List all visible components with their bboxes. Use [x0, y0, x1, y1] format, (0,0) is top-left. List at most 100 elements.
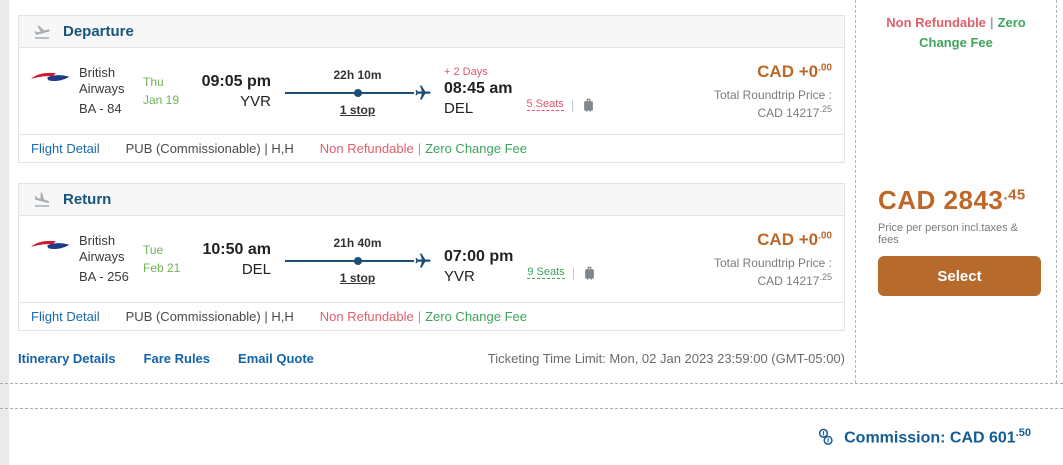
departure-header: Departure: [19, 16, 844, 48]
return-flight-row: British Airways BA - 256 Tue Feb 21 10:5…: [19, 216, 844, 302]
flight-number: BA - 84: [79, 100, 122, 116]
return-date: Tue Feb 21: [143, 241, 199, 277]
total-price-amount: CAD 14217: [757, 106, 820, 120]
quote-actions-row: Itinerary Details Fare Rules Email Quote…: [18, 351, 845, 366]
departure-title: Departure: [63, 23, 134, 40]
fare-info: PUB (Commissionable) | H,H: [125, 309, 294, 324]
refund-info: Non Refundable | Zero Change Fee: [320, 309, 527, 324]
stop-dot-icon: [353, 88, 362, 97]
seats-available[interactable]: 9 Seats: [527, 266, 565, 279]
airline-cell: British Airways BA - 256: [31, 233, 143, 285]
seats-separator: |: [571, 265, 576, 280]
total-price-label: Total Roundtrip Price :: [713, 88, 832, 102]
price-note: Price per person incl.taxes & fees: [878, 222, 1019, 246]
change-fee-label: Zero Change Fee: [425, 141, 527, 156]
commission-decimal: .50: [1015, 426, 1031, 439]
flight-detail-link[interactable]: Flight Detail: [31, 309, 100, 324]
price-adjustment-amount: CAD +0: [757, 230, 819, 249]
arrival-time: 07:00 pm: [444, 247, 514, 265]
stops-link[interactable]: 1 stop: [339, 102, 376, 117]
departure-date-value: Jan 19: [143, 93, 180, 107]
email-quote-link[interactable]: Email Quote: [238, 351, 314, 366]
segment-price-cell: CAD +0.00 Total Roundtrip Price : CAD 14…: [682, 230, 832, 288]
fare-info: PUB (Commissionable) | H,H: [125, 141, 294, 156]
refundability-label: Non Refundable: [319, 309, 414, 324]
seats-available[interactable]: 5 Seats: [526, 98, 564, 111]
price-adjustment: CAD +0.00: [682, 230, 832, 250]
seats-cell: 9 Seats |: [527, 265, 597, 285]
itinerary-details-link[interactable]: Itinerary Details: [18, 351, 116, 366]
arrival-day-offset: + 2 Days: [444, 65, 488, 78]
ticketing-time-limit: Ticketing Time Limit: Mon, 02 Jan 2023 2…: [487, 351, 845, 366]
dashed-divider-bottom: [0, 408, 1063, 409]
price-adjustment-decimal: .00: [818, 230, 832, 242]
refund-separator: |: [989, 15, 994, 30]
panel-refund-info: Non Refundable | Zero Change Fee: [856, 13, 1056, 53]
total-price: CAD 14217.25: [682, 104, 832, 120]
coins-icon: [819, 428, 833, 445]
british-airways-logo-icon: [31, 72, 70, 82]
destination-airport: DEL: [444, 99, 474, 117]
return-header: Return: [19, 184, 844, 216]
departure-card: Departure British Airways BA - 84 Thu Ja…: [18, 15, 845, 163]
segment-price-cell: CAD +0.00 Total Roundtrip Price : CAD 14…: [682, 62, 832, 120]
fare-rules-link[interactable]: Fare Rules: [143, 351, 211, 366]
price-adjustment-amount: CAD +0: [757, 62, 819, 81]
return-day: Tue: [143, 243, 164, 257]
total-price-decimal: .25: [819, 104, 832, 114]
plane-right-icon: [415, 253, 431, 268]
price-panel: Non Refundable | Zero Change Fee CAD 2843.…: [855, 0, 1057, 383]
airline-info: British Airways BA - 84: [79, 65, 139, 117]
duration-label: 22h 10m: [333, 67, 382, 82]
flight-timeline: 22h 10m 1 stop: [285, 66, 431, 117]
commission-bar: Commission: CAD 601.50: [0, 409, 1063, 465]
departure-time: 10:50 am: [202, 240, 272, 258]
refundability-label: Non Refundable: [886, 15, 986, 30]
arrival-wrap: 07:00 pm YVR 9 Seats |: [444, 234, 682, 285]
total-fare-decimal: .45: [1003, 186, 1026, 204]
refund-info: Non Refundable | Zero Change Fee: [320, 141, 527, 156]
arrival-day-offset: [444, 234, 513, 247]
price-adjustment-decimal: .00: [818, 62, 832, 74]
stop-dot-icon: [353, 256, 362, 265]
timeline-line: [285, 91, 414, 94]
seats-separator: |: [570, 97, 575, 112]
departure-day: Thu: [143, 75, 164, 89]
origin-cell: 09:05 pm YVR: [199, 73, 271, 110]
left-gutter: [0, 0, 9, 465]
arrival-time: 08:45 am: [444, 79, 513, 97]
select-button[interactable]: Select: [878, 256, 1041, 296]
timeline-track: [285, 253, 431, 269]
refund-separator: |: [417, 141, 422, 156]
flight-detail-link[interactable]: Flight Detail: [31, 141, 100, 156]
destination-airport: YVR: [444, 267, 475, 285]
price-adjustment: CAD +0.00: [682, 62, 832, 82]
change-fee-label: Zero Change Fee: [425, 309, 527, 324]
return-card: Return British Airways BA - 256 Tue Feb …: [18, 183, 845, 331]
destination-cell: 07:00 pm YVR: [444, 234, 513, 285]
return-fare-footer: Flight Detail PUB (Commissionable) | H,H…: [19, 302, 844, 330]
british-airways-logo-icon: [31, 240, 70, 250]
flight-landing-icon: [34, 192, 50, 207]
flight-quote-main: Departure British Airways BA - 84 Thu Ja…: [18, 15, 845, 366]
destination-cell: + 2 Days 08:45 am DEL: [444, 66, 513, 117]
total-fare: CAD 2843.45: [878, 185, 1040, 216]
flight-timeline: 21h 40m 1 stop: [285, 234, 431, 285]
luggage-icon[interactable]: [582, 265, 597, 281]
change-fee-label: Zero Change Fee: [919, 15, 1026, 51]
arrival-wrap: + 2 Days 08:45 am DEL 5 Seats |: [444, 66, 682, 117]
origin-airport: DEL: [241, 260, 271, 278]
airline-info: British Airways BA - 256: [79, 233, 139, 285]
flight-number: BA - 256: [79, 268, 129, 284]
dashed-divider-top: [0, 383, 1063, 384]
seats-cell: 5 Seats |: [526, 97, 597, 117]
flight-takeoff-icon: [34, 25, 50, 39]
total-price: CAD 14217.25: [682, 272, 832, 288]
total-price-label: Total Roundtrip Price :: [713, 256, 832, 270]
departure-flight-row: British Airways BA - 84 Thu Jan 19 09:05…: [19, 48, 844, 134]
total-price-amount: CAD 14217: [757, 274, 820, 288]
total-price-decimal: .25: [819, 272, 832, 282]
stops-link[interactable]: 1 stop: [339, 270, 376, 285]
commission-amount: Commission: CAD 601: [844, 429, 1016, 447]
luggage-icon[interactable]: [581, 97, 596, 113]
